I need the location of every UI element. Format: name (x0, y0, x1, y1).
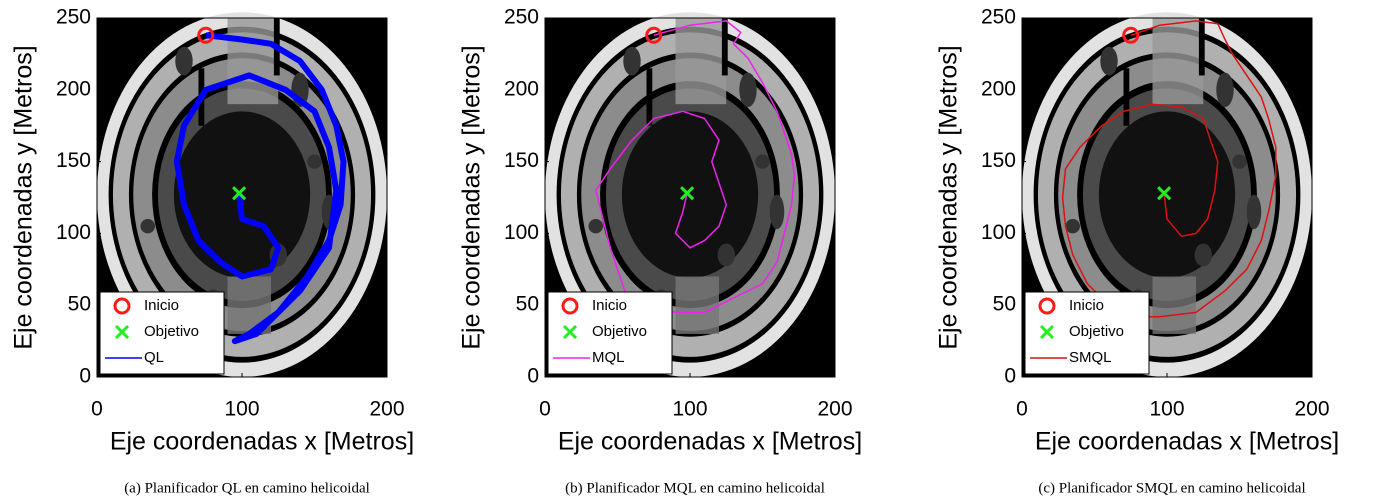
caption: (a) Planificador QL en camino helicoidal (124, 480, 370, 496)
y-tick-label: 0 (527, 365, 539, 388)
x-tick-label: 200 (1294, 398, 1329, 421)
y-tick-label: 50 (68, 293, 91, 316)
map-obstacle (589, 219, 604, 233)
x-axis-label: Eje coordenadas x [Metros] (1035, 428, 1339, 456)
page: 0 50 100 150 200 250 0 100 200 Eje coordenadas x … (0, 0, 1384, 501)
map-obstacle (739, 73, 756, 107)
map-obstacle (1216, 73, 1233, 107)
x-axis-label: Eje coordenadas x [Metros] (110, 428, 414, 456)
map-obstacle (1232, 154, 1247, 168)
y-tick-label: 250 (504, 6, 539, 29)
map-corridor (1153, 276, 1197, 333)
y-axis-label: Eje coordenadas y [Metros] (10, 45, 38, 349)
legend-label: QL (144, 349, 164, 366)
map-wall (722, 18, 728, 75)
map-obstacle (1247, 195, 1262, 229)
map-corridor (676, 276, 720, 333)
map-wall (1124, 68, 1130, 125)
legend-label: MQL (592, 349, 625, 366)
map-obstacle (175, 47, 192, 76)
map-corridor (1153, 18, 1204, 104)
y-tick-label: 200 (56, 77, 91, 100)
legend-label: Objetivo (592, 323, 647, 340)
y-tick-label: 50 (993, 293, 1016, 316)
x-axis-label: Eje coordenadas x [Metros] (558, 428, 862, 456)
legend-label: Inicio (592, 297, 627, 314)
legend-label: Objetivo (144, 323, 199, 340)
map-obstacle (1195, 243, 1212, 266)
map-obstacle (623, 47, 640, 76)
y-tick-label: 100 (504, 221, 539, 244)
x-tick-label: 100 (1149, 398, 1184, 421)
panel: 0 50 100 150 200 250 0 100 200 Eje coordenadas x … (458, 6, 863, 497)
x-tick-label: 200 (817, 398, 852, 421)
y-tick-label: 250 (981, 6, 1016, 29)
x-tick-label: 100 (224, 398, 259, 421)
y-tick-label: 50 (516, 293, 539, 316)
y-tick-label: 100 (981, 221, 1016, 244)
x-tick-label: 0 (91, 398, 103, 421)
y-tick-label: 0 (79, 365, 91, 388)
panel: 0 50 100 150 200 250 0 100 200 Eje coordenadas x … (935, 6, 1340, 497)
legend-label: Inicio (1069, 297, 1104, 314)
x-tick-label: 0 (539, 398, 551, 421)
y-axis-label: Eje coordenadas y [Metros] (458, 45, 486, 349)
y-tick-label: 200 (504, 77, 539, 100)
map-obstacle (718, 243, 735, 266)
y-tick-label: 100 (56, 221, 91, 244)
map-obstacle (1100, 47, 1117, 76)
y-axis-label: Eje coordenadas y [Metros] (935, 45, 963, 349)
x-tick-label: 200 (369, 398, 404, 421)
caption: (b) Planificador MQL en camino helicoida… (565, 480, 825, 496)
map-corridor (228, 18, 279, 104)
legend-label: Objetivo (1069, 323, 1124, 340)
y-tick-label: 150 (981, 149, 1016, 172)
map-obstacle (1066, 219, 1081, 233)
x-tick-label: 0 (1016, 398, 1028, 421)
map-obstacle (307, 154, 322, 168)
y-tick-label: 0 (1004, 365, 1016, 388)
map-obstacle (141, 219, 156, 233)
map-wall (1199, 18, 1205, 75)
caption: (c) Planificador SMQL en camino helicoid… (1038, 480, 1305, 496)
y-tick-label: 200 (981, 77, 1016, 100)
x-tick-label: 100 (672, 398, 707, 421)
figure: 0 50 100 150 200 250 0 100 200 Eje coordenadas x … (0, 0, 1384, 501)
panel: 0 50 100 150 200 250 0 100 200 Eje coordenadas x … (10, 6, 415, 497)
map-corridor (676, 18, 727, 104)
y-tick-label: 250 (56, 6, 91, 29)
map-wall (647, 68, 653, 125)
legend-label: SMQL (1069, 349, 1112, 366)
map-obstacle (755, 154, 770, 168)
legend-label: Inicio (144, 297, 179, 314)
map-obstacle (770, 195, 785, 229)
y-tick-label: 150 (504, 149, 539, 172)
y-tick-label: 150 (56, 149, 91, 172)
